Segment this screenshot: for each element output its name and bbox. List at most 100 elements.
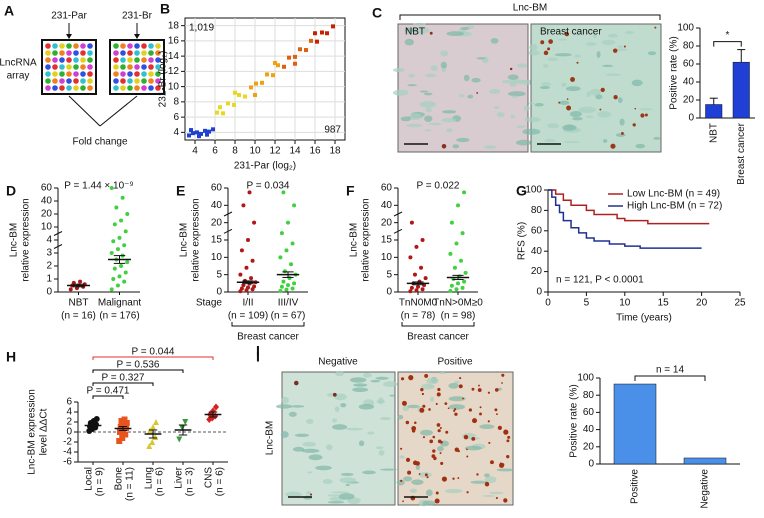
tissue-fiber <box>380 468 398 471</box>
array-spot <box>134 71 140 77</box>
array-spot <box>80 50 86 56</box>
stain-dot <box>463 434 469 440</box>
stain-dot <box>468 408 472 412</box>
array-spot <box>66 85 72 91</box>
scatter-point <box>253 93 257 98</box>
scatter-point <box>215 110 219 115</box>
tissue-fiber <box>294 433 310 437</box>
group-bracket <box>401 322 475 327</box>
array-spot <box>73 50 79 56</box>
data-point <box>238 272 243 277</box>
stain-dot <box>439 426 442 430</box>
tissue-fiber <box>528 50 540 56</box>
stain-dot <box>439 452 442 455</box>
stain-dot <box>434 498 440 504</box>
panel-letter: I <box>256 349 260 365</box>
data-point <box>460 285 465 290</box>
x-tick-label: 16 <box>309 146 321 157</box>
data-point <box>112 266 117 271</box>
scatter-point <box>265 72 269 77</box>
axis-break <box>223 228 233 234</box>
x-tick-label: NBT <box>69 298 89 309</box>
stain-dot <box>412 460 418 466</box>
scatter-point <box>298 47 302 52</box>
stain-dot <box>407 470 412 475</box>
y-tick-label: 80 <box>583 390 595 401</box>
tissue-fiber <box>653 136 661 140</box>
tissue-fiber <box>602 64 614 68</box>
stain-dot <box>440 440 443 444</box>
legend-label: Low Lnc-BM (n = 49) <box>627 189 720 200</box>
y-tick-label: 20 <box>211 217 223 228</box>
tissue-fiber <box>562 124 577 131</box>
tissue-fiber <box>424 115 433 122</box>
p-value: P = 0.327 <box>102 373 145 384</box>
array-spot <box>59 78 65 84</box>
scatter-point <box>304 48 308 53</box>
tissue-fiber <box>561 82 567 87</box>
data-point <box>414 288 419 293</box>
array-spot <box>66 43 72 49</box>
bar <box>705 104 723 119</box>
y-tick-label: 80 <box>683 41 695 52</box>
stain-dot <box>437 394 440 397</box>
p-value: n = 121, P < 0.0001 <box>556 275 644 286</box>
stain-dot <box>501 373 505 377</box>
n-label: (n = 6) <box>155 467 166 496</box>
tissue-fiber <box>635 143 646 149</box>
y-axis-label: relative expression <box>191 198 202 281</box>
y-tick-label: 8 <box>173 97 179 108</box>
scatter-point <box>315 39 319 44</box>
tissue-fiber <box>405 123 423 128</box>
array-spot <box>80 78 86 84</box>
data-point <box>109 251 114 255</box>
stain-dot <box>309 493 313 496</box>
panel-letter: G <box>516 183 527 199</box>
data-point <box>146 443 153 449</box>
tissue-fiber <box>540 82 551 87</box>
panel-letter: B <box>160 1 170 17</box>
y-tick-label: 100 <box>525 185 542 196</box>
data-point <box>279 284 284 289</box>
tissue-fiber <box>392 89 409 96</box>
panel-letter: C <box>372 5 382 21</box>
y-tick-label: 1 <box>46 274 52 285</box>
tissue-fiber <box>358 440 365 447</box>
stain-dot <box>408 375 414 381</box>
scatter-point <box>218 105 222 110</box>
array-spot <box>134 85 140 91</box>
tissue-fiber <box>511 95 517 99</box>
x-tick-label: 15 <box>658 298 670 309</box>
scatter-point <box>226 101 230 106</box>
array-spot <box>155 43 161 49</box>
comparison-bracket <box>92 369 184 373</box>
tissue-fiber <box>456 137 470 143</box>
stain-dot <box>613 95 618 100</box>
y-tick-label: 40 <box>583 424 595 435</box>
stain-dot <box>405 457 411 462</box>
tissue-fiber <box>605 73 622 76</box>
tissue-fiber <box>619 118 625 126</box>
micrograph <box>276 370 398 506</box>
tissue-fiber <box>493 106 500 110</box>
merge-line <box>68 95 101 127</box>
p-value: P = 1.44 × 10⁻⁹ <box>64 181 133 192</box>
tissue-fiber <box>335 370 345 377</box>
stain-dot <box>576 61 579 64</box>
tissue-fiber <box>624 30 635 35</box>
stain-dot <box>400 377 405 381</box>
y-tick-label: 2 <box>66 417 72 428</box>
array-spot <box>66 64 72 70</box>
comparison-bracket <box>92 395 124 399</box>
tissue-fiber <box>383 381 398 387</box>
tissue-fiber <box>484 476 497 484</box>
data-point <box>210 407 216 415</box>
tissue-fiber <box>458 94 465 98</box>
tissue-fiber <box>607 33 619 38</box>
tissue-fiber <box>516 125 526 128</box>
data-point <box>448 251 453 256</box>
x-tick-label: 18 <box>329 146 341 157</box>
data-point <box>250 258 255 263</box>
array-spot <box>120 71 126 77</box>
y-tick-label: 60 <box>211 183 223 194</box>
